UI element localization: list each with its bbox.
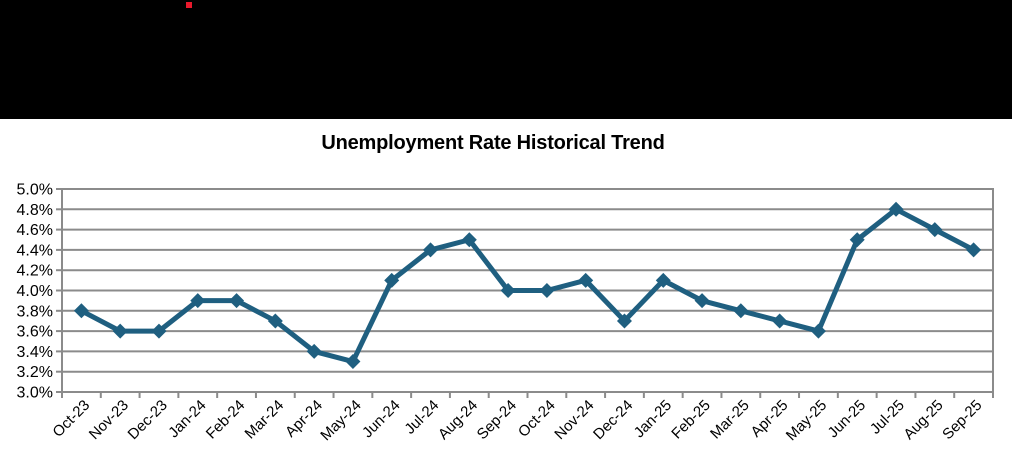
data-point-marker bbox=[694, 293, 710, 309]
y-tick-label: 3.2% bbox=[17, 364, 53, 381]
data-point-marker bbox=[810, 323, 826, 339]
data-point-marker bbox=[772, 313, 788, 329]
x-tick-label: Oct-24 bbox=[515, 397, 559, 441]
x-tick-label: Dec-24 bbox=[590, 397, 636, 443]
y-tick-label: 3.4% bbox=[17, 344, 53, 361]
series-line bbox=[78, 206, 977, 365]
data-point-marker bbox=[500, 283, 516, 298]
x-tick-label: Jan-25 bbox=[631, 397, 675, 441]
line-chart: 3.0% 3.2% 3.4% 3.6% 3.8% 4.0% 4.2% 4.4% 4.6% 4.8%… bbox=[17, 182, 994, 444]
x-tick-label: Jan-24 bbox=[165, 397, 209, 441]
y-tick-label: 4.8% bbox=[17, 202, 53, 219]
x-tick-label: Feb-24 bbox=[203, 397, 249, 443]
x-tick-label: Dec-23 bbox=[125, 397, 171, 443]
y-tick-label: 3.6% bbox=[17, 324, 53, 341]
x-tick-label: May-24 bbox=[317, 397, 364, 444]
y-tick-label: 4.0% bbox=[17, 283, 53, 300]
data-point-marker bbox=[888, 201, 904, 217]
y-tick-label: 3.8% bbox=[17, 303, 53, 320]
chart-area: 3.0% 3.2% 3.4% 3.6% 3.8% 4.0% 4.2% 4.4% 4.6% 4.8%… bbox=[0, 119, 1012, 471]
data-point-marker bbox=[267, 313, 283, 329]
data-point-marker bbox=[112, 323, 128, 339]
data-point-marker bbox=[539, 283, 555, 298]
y-tick-label: 4.2% bbox=[17, 263, 53, 280]
y-tick-label: 4.6% bbox=[17, 222, 53, 239]
x-tick-label: Jun-24 bbox=[359, 397, 403, 441]
data-point-marker bbox=[578, 272, 594, 288]
x-tick-label: Nov-24 bbox=[551, 397, 597, 443]
x-tick-label: Aug-25 bbox=[900, 397, 946, 443]
chart-title: Unemployment Rate Historical Trend bbox=[321, 132, 665, 154]
data-point-marker bbox=[423, 242, 439, 258]
data-point-marker bbox=[733, 303, 749, 319]
data-point-marker bbox=[345, 354, 361, 370]
x-tick-label: Sep-24 bbox=[474, 397, 520, 443]
y-tick-label: 3.0% bbox=[17, 385, 53, 402]
x-tick-label: May-25 bbox=[783, 397, 830, 444]
header-bar bbox=[0, 0, 1012, 119]
data-point-marker bbox=[616, 313, 632, 329]
x-tick-label: Nov-23 bbox=[86, 397, 132, 443]
data-point-marker bbox=[461, 232, 477, 248]
data-point-marker bbox=[384, 272, 400, 288]
brand-dot-icon bbox=[186, 2, 192, 8]
data-point-marker bbox=[655, 272, 671, 288]
data-point-marker bbox=[966, 242, 982, 258]
data-point-marker bbox=[190, 293, 206, 309]
data-point-marker bbox=[849, 232, 865, 248]
data-point-marker bbox=[151, 323, 167, 339]
y-tick-label: 5.0% bbox=[17, 182, 53, 199]
data-point-marker bbox=[927, 222, 943, 238]
x-tick-label: Oct-23 bbox=[49, 397, 93, 441]
data-point-marker bbox=[306, 343, 322, 359]
data-point-marker bbox=[73, 303, 89, 319]
x-tick-label: Feb-25 bbox=[668, 397, 714, 443]
x-tick-label: Aug-24 bbox=[435, 397, 481, 443]
x-tick-label: Jun-25 bbox=[825, 397, 869, 441]
x-tick-label: Sep-25 bbox=[939, 397, 985, 443]
y-tick-label: 4.4% bbox=[17, 242, 53, 259]
x-tick-label: Mar-24 bbox=[242, 397, 288, 443]
x-tick-label: Mar-25 bbox=[707, 397, 753, 443]
data-point-marker bbox=[229, 293, 245, 309]
